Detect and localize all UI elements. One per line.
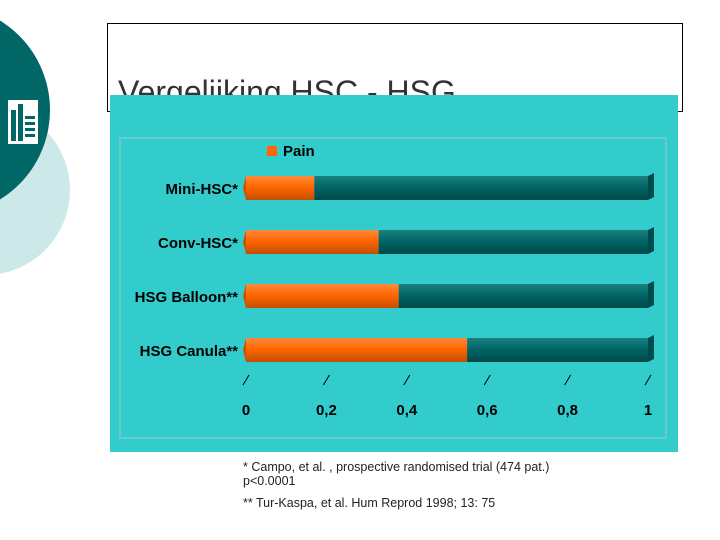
bar-end-cap: [648, 281, 654, 308]
bar-end-cap: [648, 173, 654, 200]
footnote-tur-kaspa: ** Tur-Kaspa, et al. Hum Reprod 1998; 13…: [243, 496, 496, 510]
x-tick-label: 0,8: [557, 402, 578, 419]
bar-start-cap: [243, 230, 246, 254]
category-label: Mini-HSC*: [166, 181, 239, 198]
x-tick-label: 0,4: [396, 402, 418, 419]
plot-frame: [119, 137, 667, 439]
legend-swatch-pain: [267, 146, 277, 156]
bar-start-cap: [243, 176, 246, 200]
footnotes: * Campo, et al. , prospective randomised…: [243, 460, 713, 510]
bar-pain: [246, 230, 379, 254]
x-tick-mark: [564, 374, 572, 386]
x-tick-mark: [644, 374, 652, 386]
bar-end-cap: [648, 335, 654, 362]
footnote-pvalue: p<0.0001: [243, 474, 296, 488]
building-logo-icon: [8, 100, 38, 144]
x-tick-mark: [403, 374, 411, 386]
bar-start-cap: [243, 338, 246, 362]
x-tick-label: 0,2: [316, 402, 337, 419]
bar-remainder: [314, 176, 648, 200]
bar-remainder: [467, 338, 648, 362]
x-tick-mark: [483, 374, 491, 386]
bar-pain: [246, 284, 399, 308]
legend-label-pain: Pain: [283, 143, 315, 160]
bar-end-cap: [648, 227, 654, 254]
footnote-campo: * Campo, et al. , prospective randomised…: [243, 460, 550, 474]
bar-start-cap: [243, 284, 246, 308]
bar-remainder: [378, 230, 648, 254]
x-tick-label: 0,6: [477, 402, 498, 419]
chart-legend: Pain: [267, 143, 315, 160]
bar-pain: [246, 338, 468, 362]
chart-panel: [110, 95, 678, 452]
bar-pain: [246, 176, 315, 200]
decorative-circles: [0, 20, 70, 274]
x-tick-label: 1: [644, 402, 652, 419]
bar-remainder: [398, 284, 648, 308]
x-tick-mark: [242, 374, 250, 386]
category-label: HSG Canula**: [140, 343, 239, 360]
x-tick-mark: [322, 374, 330, 386]
stacked-bar-chart: Pain Mini-HSC* Conv-HSC* HSG Balloon** HSG …: [110, 95, 678, 452]
x-tick-label: 0: [242, 402, 250, 419]
category-label: HSG Balloon**: [135, 289, 239, 306]
category-label: Conv-HSC*: [158, 235, 238, 252]
